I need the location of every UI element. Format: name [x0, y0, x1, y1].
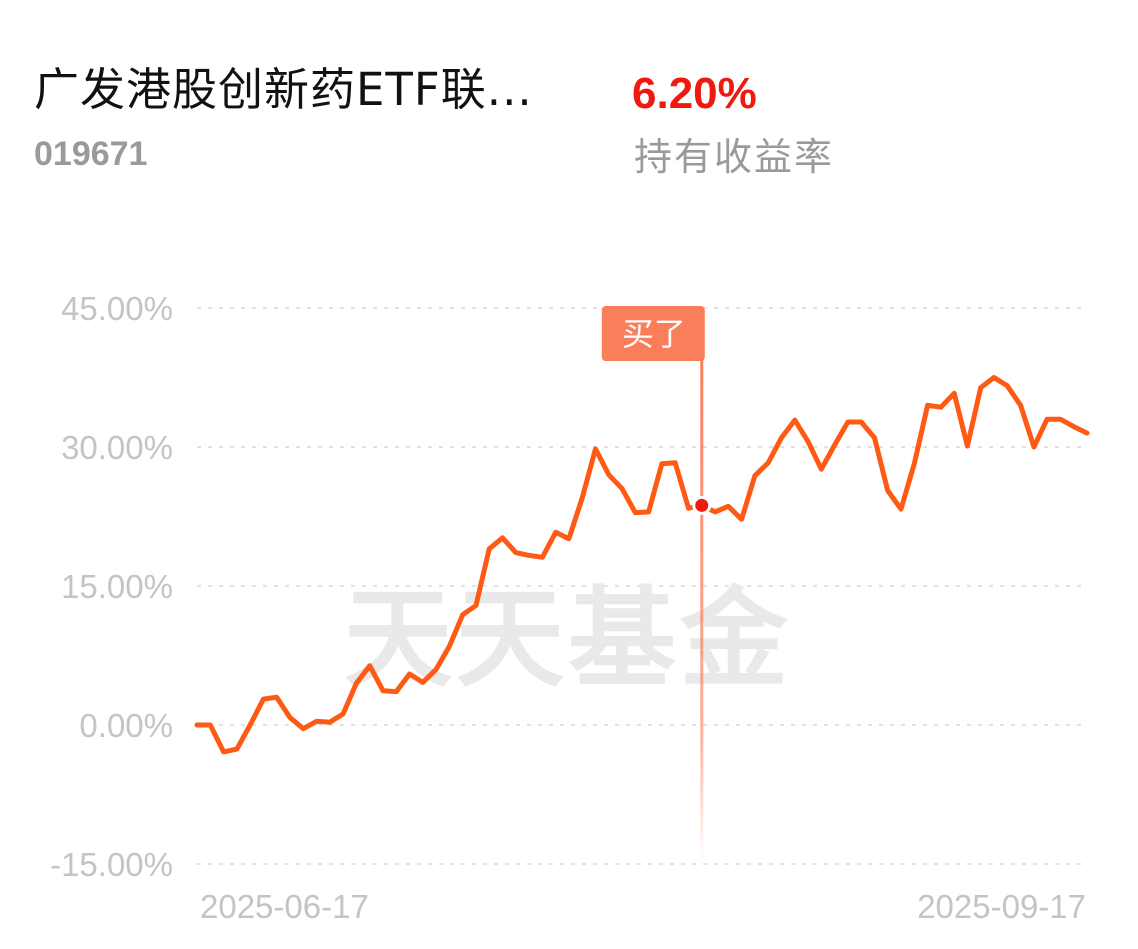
series-point: [261, 697, 265, 701]
series-point: [886, 489, 890, 493]
y-axis-ticks: 45.00% 30.00% 15.00% 0.00% -15.00%: [50, 290, 173, 883]
series-point: [952, 391, 956, 395]
series-point: [660, 462, 664, 466]
series-point: [673, 461, 677, 465]
series-point: [1072, 425, 1076, 429]
series-point: [447, 644, 451, 648]
series-line: [194, 375, 1090, 755]
series-point: [195, 723, 199, 727]
series-point: [328, 720, 332, 724]
series-point: [926, 403, 930, 407]
series-point: [992, 376, 996, 380]
holding-yield-value: 6.20%: [632, 69, 757, 118]
holding-yield-label: 持有收益率: [634, 135, 835, 179]
buy-marker-tag[interactable]: [601, 306, 705, 361]
series-point: [753, 474, 757, 478]
series-point: [740, 517, 744, 521]
series-point: [567, 537, 571, 541]
series-point: [594, 447, 598, 451]
y-tick-label: 30.00%: [61, 429, 173, 466]
series-point: [833, 443, 837, 447]
series-point: [421, 680, 425, 684]
series-point: [341, 712, 345, 716]
series-point: [939, 405, 943, 409]
series-point: [846, 420, 850, 424]
series-point: [408, 672, 412, 676]
series-point: [793, 418, 797, 422]
fund-name: 广发港股创新药ETF联...: [34, 63, 533, 116]
series-point: [222, 750, 226, 754]
series-point: [381, 689, 385, 693]
series-point: [461, 613, 465, 617]
series-point: [1058, 417, 1062, 421]
series-point: [819, 467, 823, 471]
series-point: [633, 511, 637, 515]
series-point: [766, 461, 770, 465]
y-tick-label: 45.00%: [61, 290, 173, 327]
series-point: [780, 436, 784, 440]
series-point: [434, 667, 438, 671]
series-point: [1032, 445, 1036, 449]
series-point: [580, 496, 584, 500]
series-point: [806, 439, 810, 443]
series-point: [1085, 431, 1089, 435]
series-point: [607, 473, 611, 477]
series-point: [474, 604, 478, 608]
buy-marker[interactable]: 买了: [601, 306, 705, 860]
series-point: [912, 462, 916, 466]
y-tick-label: -15.00%: [50, 846, 173, 883]
series-point: [235, 747, 239, 751]
series-point: [527, 553, 531, 557]
buy-marker-dot: [692, 495, 712, 515]
series-point: [368, 664, 372, 668]
series-point: [288, 716, 292, 720]
series-point: [514, 551, 518, 555]
series-point: [301, 727, 305, 731]
x-tick-end: 2025-09-17: [917, 888, 1086, 925]
series-point: [899, 507, 903, 511]
series-point: [713, 510, 717, 514]
y-tick-label: 15.00%: [61, 568, 173, 605]
x-tick-start: 2025-06-17: [200, 888, 369, 925]
series-point: [873, 436, 877, 440]
series-point: [859, 420, 863, 424]
buy-marker-label: 买了: [622, 315, 686, 353]
series-point: [554, 530, 558, 534]
watermark: 天天基金: [344, 576, 792, 702]
series-point: [208, 723, 212, 727]
fund-code: 019671: [34, 135, 148, 173]
series-point: [354, 681, 358, 685]
series-point: [1045, 417, 1049, 421]
y-tick-label: 0.00%: [79, 707, 173, 744]
series-point: [979, 386, 983, 390]
series-point: [647, 510, 651, 514]
series-point: [248, 723, 252, 727]
series-point: [501, 536, 505, 540]
series-point: [1019, 403, 1023, 407]
series-point: [687, 506, 691, 510]
series-point: [726, 504, 730, 508]
series-point: [275, 695, 279, 699]
series-point: [394, 690, 398, 694]
buy-marker-line: [700, 350, 704, 860]
series-point: [620, 487, 624, 491]
series-point: [487, 547, 491, 551]
series-point: [315, 719, 319, 723]
series-point: [965, 444, 969, 448]
series-point: [540, 555, 544, 559]
series-point: [1005, 384, 1009, 388]
